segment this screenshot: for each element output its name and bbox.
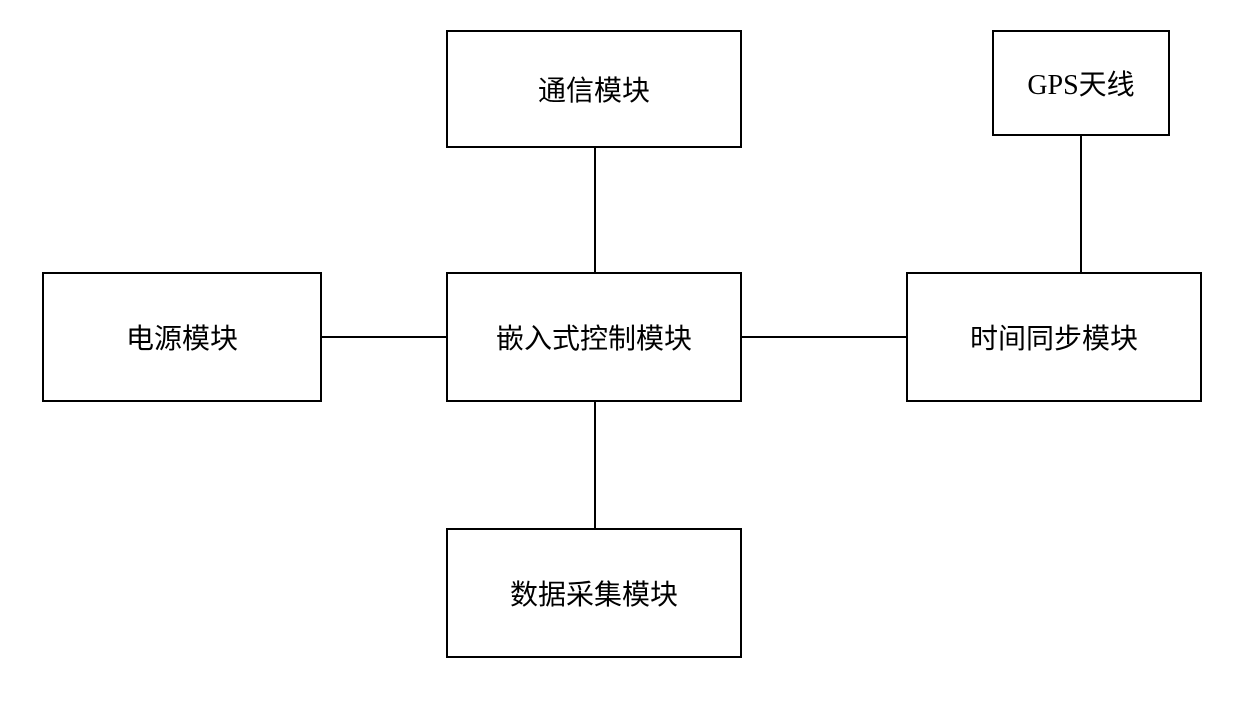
node-power: 电源模块 <box>42 272 322 402</box>
node-label: 时间同步模块 <box>970 317 1138 357</box>
edge-power-ctrl <box>322 336 446 338</box>
edge-comm-ctrl <box>594 148 596 272</box>
node-comm: 通信模块 <box>446 30 742 148</box>
edge-ctrl-data <box>594 402 596 528</box>
node-label: GPS天线 <box>1027 63 1134 103</box>
node-label: 数据采集模块 <box>510 573 678 613</box>
node-gps: GPS天线 <box>992 30 1170 136</box>
node-ctrl: 嵌入式控制模块 <box>446 272 742 402</box>
node-label: 嵌入式控制模块 <box>496 317 692 357</box>
edge-ctrl-time <box>742 336 906 338</box>
node-label: 通信模块 <box>538 69 650 109</box>
node-label: 电源模块 <box>126 317 238 357</box>
edge-gps-time <box>1080 136 1082 272</box>
node-time: 时间同步模块 <box>906 272 1202 402</box>
node-data: 数据采集模块 <box>446 528 742 658</box>
